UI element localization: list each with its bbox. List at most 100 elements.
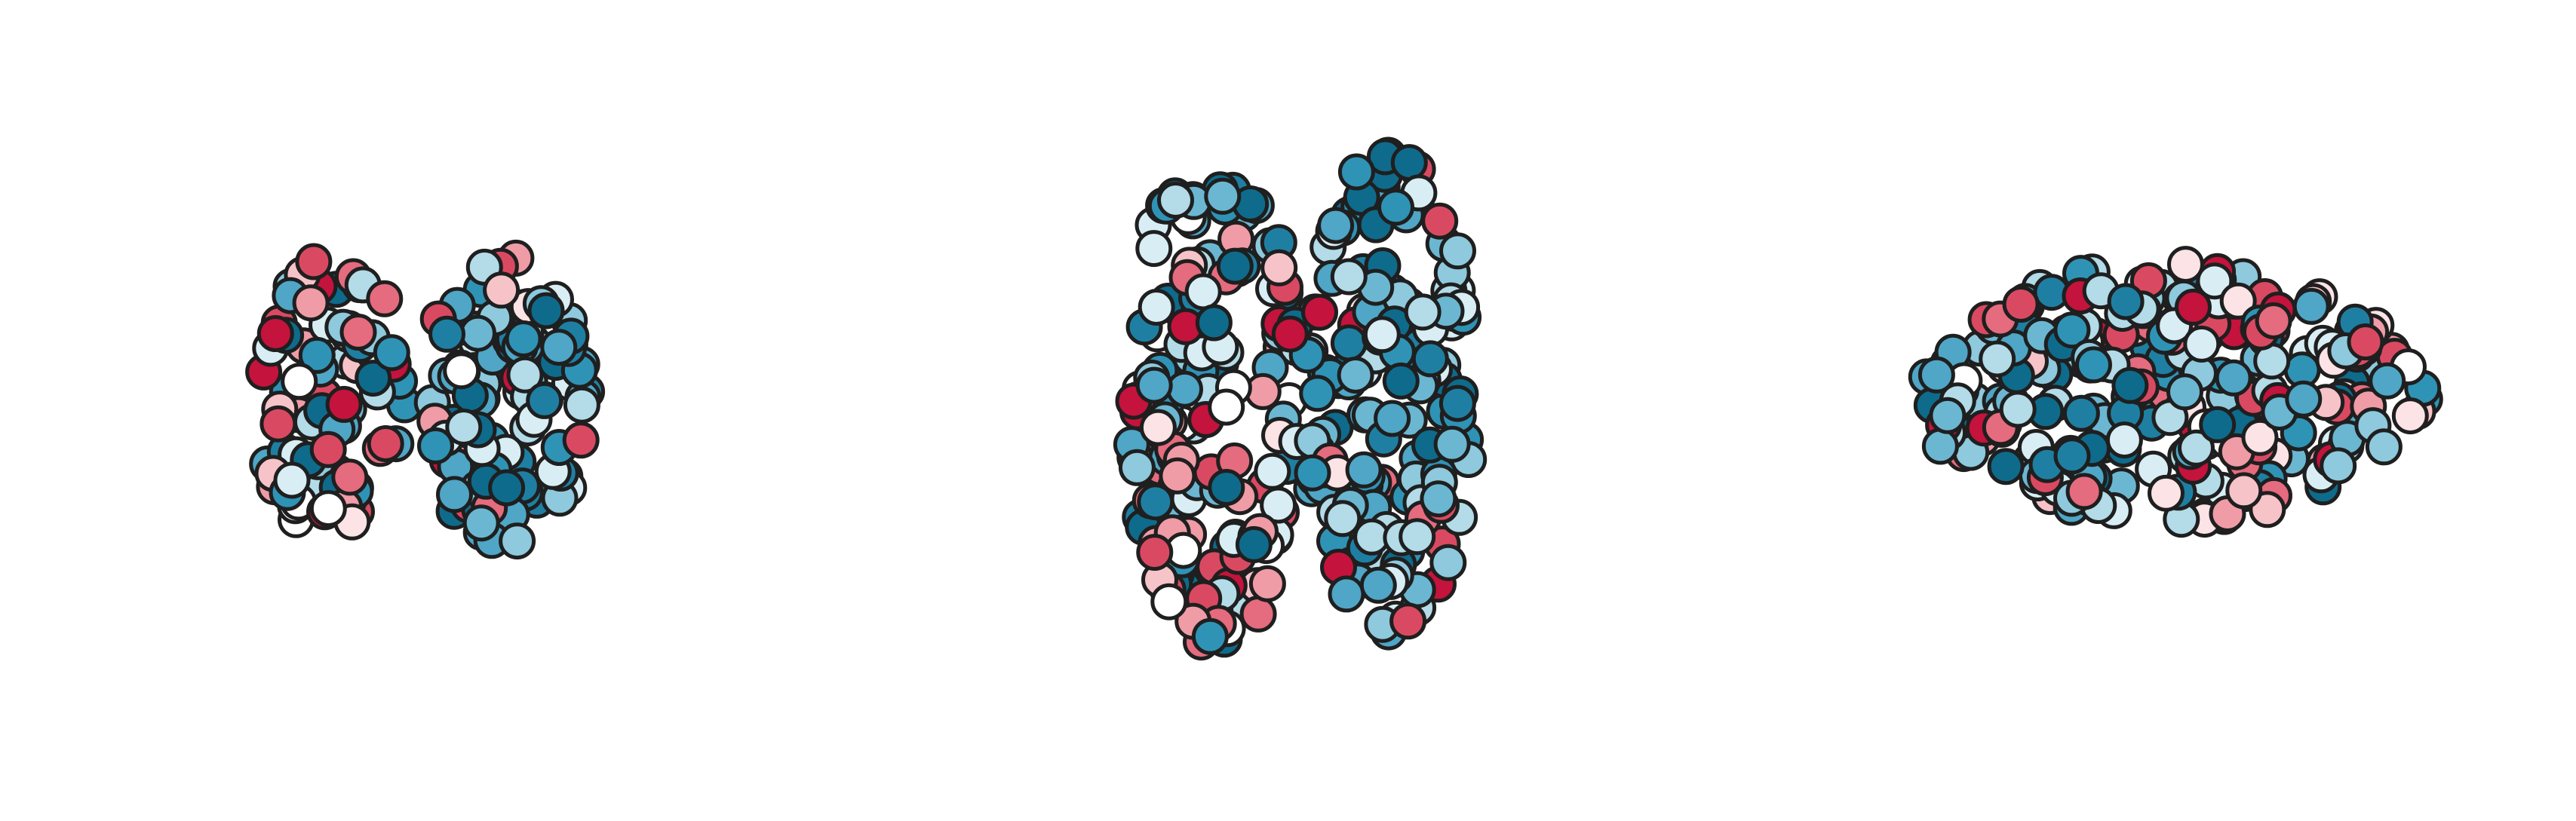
node xyxy=(1979,340,2016,378)
node xyxy=(1260,249,1298,286)
node xyxy=(1184,273,1222,311)
node xyxy=(1195,304,1233,342)
node xyxy=(2196,262,2234,300)
node xyxy=(1429,544,1467,581)
node xyxy=(488,469,526,507)
node xyxy=(2255,302,2292,339)
node xyxy=(1317,207,1355,244)
node xyxy=(1328,575,1365,613)
node xyxy=(1208,388,1245,426)
node xyxy=(499,522,536,560)
node xyxy=(2292,287,2330,325)
axial-view xyxy=(1113,136,1488,661)
node xyxy=(331,458,369,496)
node xyxy=(1138,289,1175,326)
node xyxy=(1411,340,1449,378)
node xyxy=(1337,357,1374,394)
node xyxy=(1139,409,1177,446)
node xyxy=(1399,518,1436,556)
node xyxy=(1374,400,1411,437)
node xyxy=(436,476,473,513)
node xyxy=(1330,258,1368,296)
node xyxy=(1433,425,1471,463)
node xyxy=(2365,428,2403,466)
node xyxy=(417,427,454,464)
node xyxy=(2053,437,2091,475)
node xyxy=(2215,359,2252,397)
node xyxy=(366,280,404,317)
node xyxy=(1404,293,1442,331)
node xyxy=(527,292,565,329)
node xyxy=(1235,525,1273,563)
node xyxy=(2075,346,2112,384)
node xyxy=(1135,366,1173,404)
node xyxy=(443,352,481,390)
node xyxy=(563,386,600,424)
node xyxy=(526,381,563,419)
node xyxy=(1929,397,1967,434)
node xyxy=(562,421,600,459)
node xyxy=(339,314,377,351)
node xyxy=(1921,427,1959,465)
sagittal-view xyxy=(1908,246,2443,538)
node xyxy=(2107,283,2145,320)
node xyxy=(373,334,410,372)
node xyxy=(367,425,404,462)
node xyxy=(1166,370,1203,408)
node xyxy=(259,405,297,443)
node xyxy=(1204,177,1242,215)
node xyxy=(2002,286,2040,323)
node xyxy=(325,385,363,423)
node xyxy=(1159,457,1196,495)
node xyxy=(1345,451,1383,489)
node xyxy=(2219,282,2257,320)
node xyxy=(2111,366,2149,404)
node xyxy=(445,409,483,446)
node xyxy=(1150,583,1188,620)
node xyxy=(2062,394,2100,432)
node xyxy=(2065,473,2103,510)
node xyxy=(1330,324,1368,362)
node xyxy=(1420,480,1457,518)
node xyxy=(506,356,544,394)
node xyxy=(2166,373,2203,411)
node xyxy=(1118,449,1156,486)
node xyxy=(1389,602,1427,640)
node xyxy=(256,315,294,352)
node xyxy=(292,284,330,322)
node xyxy=(540,329,578,366)
node xyxy=(1301,293,1338,331)
node xyxy=(2175,288,2212,326)
node xyxy=(281,363,318,400)
node xyxy=(2347,323,2384,360)
node xyxy=(1382,362,1420,400)
coronal-view xyxy=(245,239,606,560)
node xyxy=(2053,311,2091,349)
node xyxy=(1439,232,1476,270)
node xyxy=(2369,362,2406,400)
node xyxy=(309,430,347,468)
node xyxy=(295,243,333,280)
node xyxy=(2183,325,2221,363)
node xyxy=(298,336,336,374)
node xyxy=(428,315,465,353)
node xyxy=(2285,380,2323,418)
node xyxy=(1136,534,1174,571)
node xyxy=(1299,375,1337,412)
node xyxy=(1421,202,1459,240)
node xyxy=(1337,153,1375,191)
node xyxy=(2199,406,2237,443)
node xyxy=(1135,230,1173,268)
node xyxy=(2148,474,2185,512)
node xyxy=(462,504,500,542)
node xyxy=(1390,144,1428,182)
node xyxy=(309,490,347,528)
node xyxy=(483,271,520,309)
node xyxy=(1248,565,1286,602)
node xyxy=(2178,429,2215,467)
node xyxy=(1157,182,1194,219)
node xyxy=(459,314,496,352)
node xyxy=(1359,566,1397,604)
